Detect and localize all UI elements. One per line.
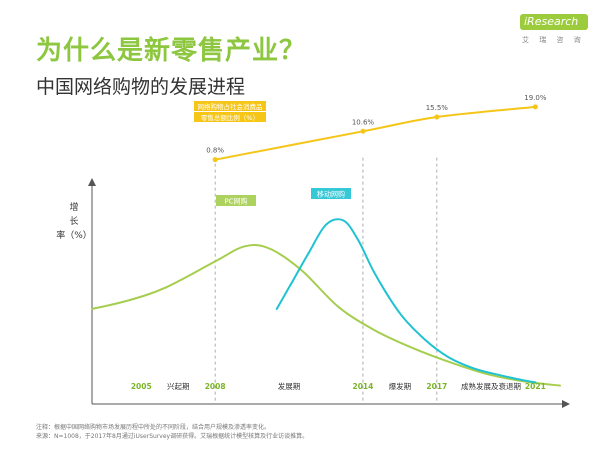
phase-label-3: 成熟发展及衰退期 [461, 381, 521, 391]
series-line-0 [91, 244, 561, 387]
series-label-bg-1 [311, 188, 351, 199]
penetration-label-0: 0.8% [206, 147, 224, 155]
y-axis-label-part-0: 增 [69, 201, 78, 213]
logo-badge: iResearch [520, 14, 588, 30]
brand-logo: iResearch 艾 瑞 咨 询 [520, 14, 592, 46]
slide-subtitle: 中国网络购物的发展进程 [36, 76, 246, 98]
penetration-legend-bg-1 [194, 112, 266, 122]
phase-label-0: 兴起期 [167, 382, 190, 391]
penetration-label-3: 19.0% [524, 94, 547, 102]
year-label-4: 2021 [525, 382, 546, 391]
series-label-bg-0 [216, 195, 256, 206]
penetration-point-3 [532, 104, 538, 110]
penetration-label-2: 15.5% [426, 104, 449, 112]
series-label-1: 移动网购 [317, 190, 345, 199]
logo-tagline: 艾 瑞 咨 询 [522, 36, 585, 44]
y-axis-label-part-1: 长 [69, 215, 78, 227]
phase-label-1: 发展期 [278, 381, 301, 391]
footnote-source: 来源：N=1008，于2017年8月通过iUserSurvey调研获得。艾瑞根据… [36, 433, 309, 440]
penetration-legend-0: 网络购物占社会消费品 [198, 102, 263, 111]
year-label-2: 2014 [353, 382, 374, 391]
penetration-point-1 [360, 128, 366, 134]
series-label-0: PC网购 [224, 197, 247, 206]
phase-label-2: 爆发期 [389, 381, 412, 391]
series-line-1 [275, 218, 537, 384]
penetration-legend-1: 零售总额比例（%） [201, 113, 259, 122]
penetration-point-2 [434, 114, 440, 120]
penetration-label-1: 10.6% [352, 118, 375, 126]
year-label-1: 2008 [205, 382, 226, 391]
penetration-line [214, 105, 536, 161]
logo-name: iResearch [524, 15, 579, 28]
penetration-point-0 [212, 157, 218, 163]
slide-title: 为什么是新零售产业？ [36, 36, 307, 66]
year-label-0: 2005 [131, 382, 152, 391]
penetration-legend-bg-0 [194, 101, 266, 111]
year-label-3: 2017 [426, 382, 447, 391]
y-axis-label-part-2: 率（%） [56, 229, 92, 241]
footnote-note: 注释：根据中国网络购物市场发展历程中所处的不同阶段，结合用户规模及渗透率变化。 [36, 424, 271, 431]
